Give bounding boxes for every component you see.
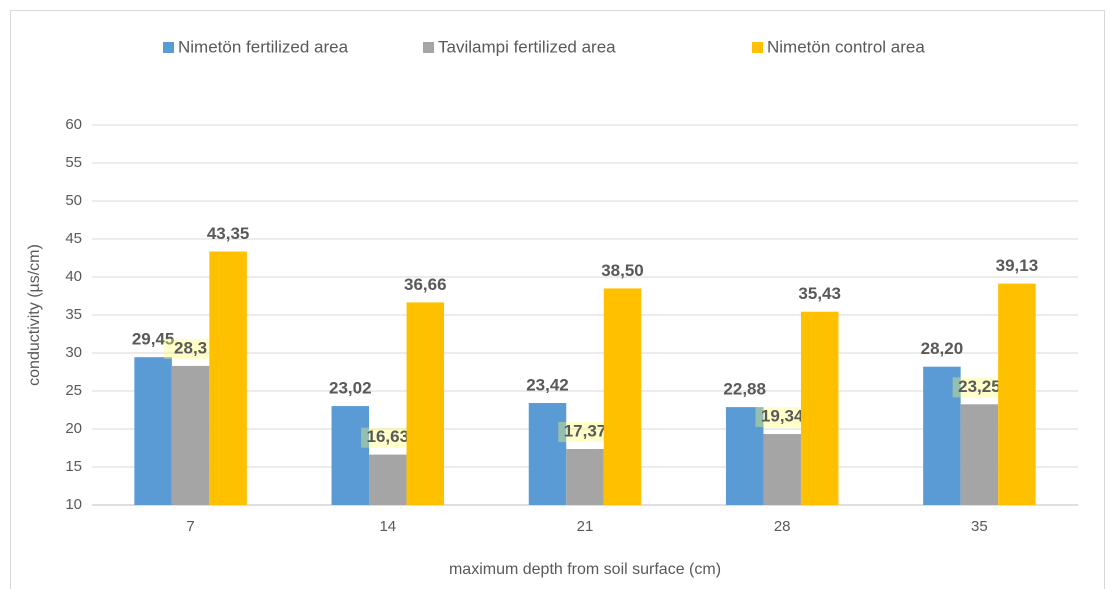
y-tick-label: 45 — [65, 230, 82, 247]
bar — [331, 406, 370, 505]
y-tick-label: 60 — [65, 116, 82, 133]
bar — [960, 404, 999, 505]
legend-label: Nimetön control area — [767, 37, 925, 56]
value-label: 23,42 — [526, 375, 569, 394]
y-tick-label: 55 — [65, 154, 82, 171]
y-tick-label: 50 — [65, 192, 82, 209]
value-label: 39,13 — [996, 256, 1039, 275]
value-label: 29,45 — [132, 330, 175, 349]
bar — [800, 311, 839, 505]
value-label: 16,63 — [367, 427, 410, 446]
bar — [725, 407, 764, 505]
bar — [566, 448, 604, 505]
value-label-highlight — [952, 377, 1007, 398]
bar — [171, 365, 210, 505]
x-tick-label: 35 — [971, 518, 988, 535]
bar — [998, 283, 1036, 505]
x-tick-label: 21 — [577, 518, 594, 535]
legend-label: Tavilampi fertilized area — [438, 37, 616, 56]
value-label-highlight — [163, 338, 218, 359]
y-tick-label: 10 — [65, 496, 82, 513]
y-tick-label: 25 — [65, 382, 82, 399]
value-label: 19,34 — [761, 407, 804, 426]
value-label-highlight — [558, 421, 612, 442]
value-label-highlight — [361, 427, 415, 448]
y-tick-label: 15 — [65, 458, 82, 475]
chart-border — [10, 10, 1105, 589]
legend-swatch — [752, 42, 763, 53]
legend-label: Nimetön fertilized area — [178, 37, 349, 56]
y-tick-label: 20 — [65, 420, 82, 437]
y-tick-label: 40 — [65, 268, 82, 285]
value-label: 23,25 — [958, 377, 1001, 396]
y-axis-title: conductivity (µs/cm) — [26, 244, 43, 386]
value-label: 23,02 — [329, 379, 372, 398]
x-axis-title: maximum depth from soil surface (cm) — [449, 561, 721, 578]
bar — [763, 434, 801, 505]
value-label: 36,66 — [404, 275, 447, 294]
bar — [528, 403, 567, 505]
y-tick-label: 35 — [65, 306, 82, 323]
bar — [209, 251, 247, 505]
value-label: 28,3 — [174, 338, 207, 357]
value-label: 28,20 — [921, 339, 964, 358]
value-label-highlight — [755, 407, 809, 428]
value-label: 22,88 — [723, 380, 766, 399]
bar — [369, 454, 407, 505]
x-tick-label: 28 — [774, 518, 791, 535]
value-label: 17,37 — [564, 421, 607, 440]
bar — [134, 357, 172, 505]
legend-swatch — [163, 42, 174, 53]
x-tick-label: 7 — [186, 518, 194, 535]
bar — [603, 288, 642, 505]
x-tick-label: 14 — [379, 518, 396, 535]
value-label: 43,35 — [207, 224, 250, 243]
bar — [406, 302, 445, 505]
legend-swatch — [423, 42, 434, 53]
y-tick-label: 30 — [65, 344, 82, 361]
value-label: 35,43 — [798, 284, 841, 303]
value-label: 38,50 — [601, 261, 644, 280]
bar — [923, 366, 961, 505]
